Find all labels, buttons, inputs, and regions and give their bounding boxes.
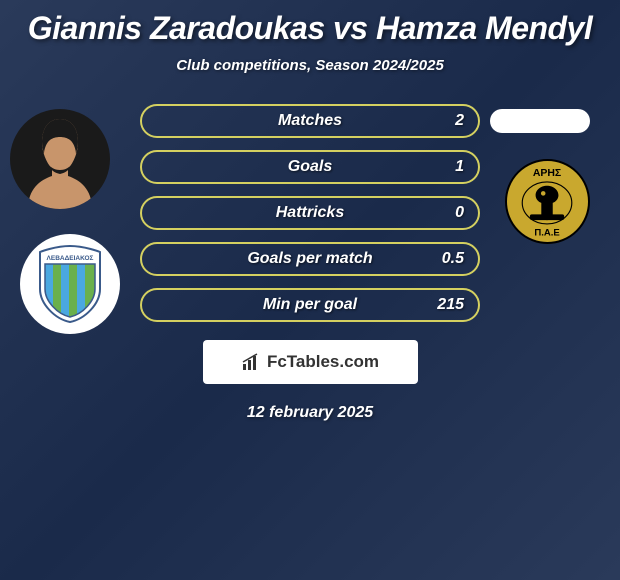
stat-value: 0: [455, 204, 464, 222]
stat-row: Min per goal 215: [140, 288, 480, 322]
date-label: 12 february 2025: [0, 404, 620, 422]
subtitle: Club competitions, Season 2024/2025: [0, 57, 620, 74]
comparison-content: ΛΕΒΑΔΕΙΑΚΟΣ ΑΡΗΣ Π.Α.Ε Matches 2: [0, 104, 620, 422]
stats-list: Matches 2 Goals 1 Hattricks 0 Goals per …: [140, 104, 480, 322]
club-left-shield-icon: ΛΕΒΑΔΕΙΑΚΟΣ: [35, 244, 105, 324]
stat-value: 2: [455, 112, 464, 130]
club-left-label: ΛΕΒΑΔΕΙΑΚΟΣ: [47, 255, 94, 262]
club-right-badge-icon: ΑΡΗΣ Π.Α.Ε: [507, 159, 588, 244]
player-right-avatar: [490, 109, 590, 133]
stat-label: Goals: [288, 158, 332, 176]
stat-row: Goals 1: [140, 150, 480, 184]
stat-row: Hattricks 0: [140, 196, 480, 230]
page-title: Giannis Zaradoukas vs Hamza Mendyl: [0, 0, 620, 47]
stat-row: Matches 2: [140, 104, 480, 138]
club-badge-right: ΑΡΗΣ Π.Α.Ε: [505, 159, 590, 244]
stat-row: Goals per match 0.5: [140, 242, 480, 276]
svg-text:ΑΡΗΣ: ΑΡΗΣ: [533, 168, 561, 179]
stat-label: Hattricks: [276, 204, 344, 222]
stat-value: 0.5: [442, 250, 464, 268]
branding-text: FcTables.com: [267, 352, 379, 372]
bar-chart-icon: [241, 352, 261, 372]
player-left-avatar: [10, 109, 110, 209]
svg-text:Π.Α.Ε: Π.Α.Ε: [534, 227, 559, 238]
stat-label: Matches: [278, 112, 342, 130]
stat-label: Goals per match: [247, 250, 372, 268]
stat-value: 1: [455, 158, 464, 176]
club-badge-left: ΛΕΒΑΔΕΙΑΚΟΣ: [20, 234, 120, 334]
person-silhouette-icon: [20, 114, 100, 209]
stat-label: Min per goal: [263, 296, 357, 314]
branding-badge[interactable]: FcTables.com: [203, 340, 418, 384]
stat-value: 215: [437, 296, 464, 314]
